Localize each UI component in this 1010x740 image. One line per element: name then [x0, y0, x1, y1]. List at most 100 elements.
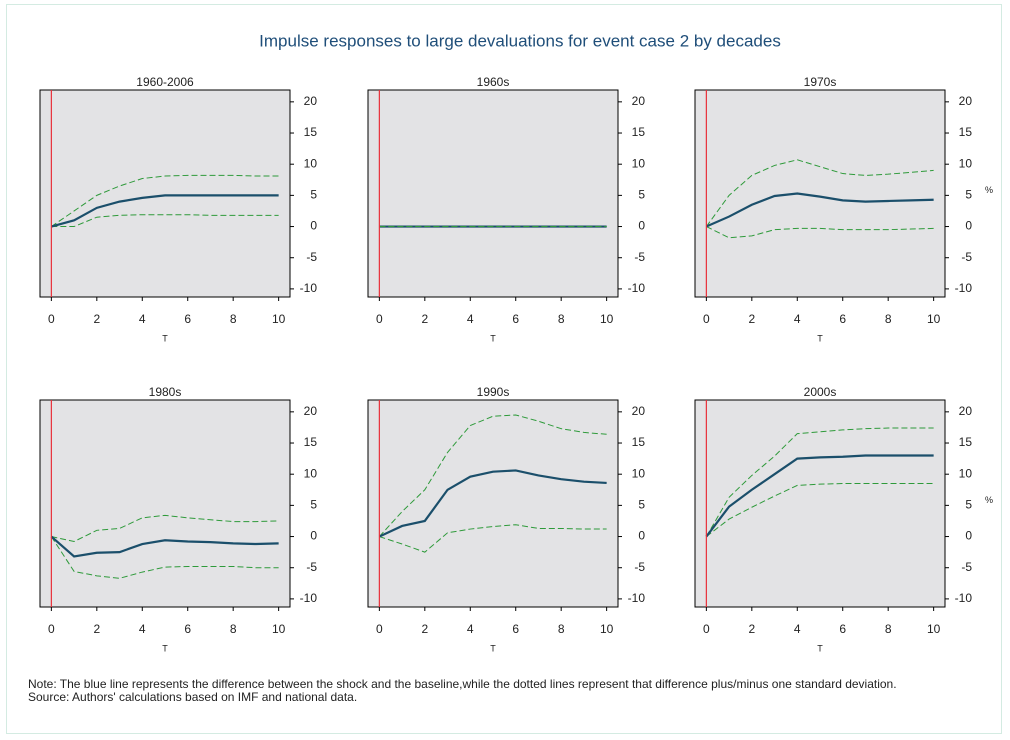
x-tick-label: 2 — [421, 622, 428, 636]
plot-area — [367, 399, 619, 608]
x-tick-label: 10 — [927, 622, 941, 636]
x-tick-label: 0 — [48, 312, 55, 326]
x-tick-label: 6 — [512, 622, 519, 636]
y-tick-label: -10 — [628, 591, 646, 605]
y-tick-label: 20 — [632, 94, 646, 108]
note: Note: The blue line represents the diffe… — [28, 677, 897, 691]
y-tick-label: 5 — [310, 498, 317, 512]
x-tick-label: 4 — [467, 622, 474, 636]
y-tick-label: -5 — [306, 250, 317, 264]
x-tick-label: 2 — [421, 312, 428, 326]
y-tick-label: -10 — [300, 281, 318, 295]
y-tick-label: 15 — [959, 435, 973, 449]
x-tick-label: 4 — [794, 622, 801, 636]
y-tick-label: 20 — [959, 94, 973, 108]
y-tick-label: -5 — [961, 250, 972, 264]
x-tick-label: 8 — [558, 622, 565, 636]
y-tick-label: 15 — [959, 125, 973, 139]
source: Source: Authors' calculations based on I… — [28, 690, 358, 704]
line-series — [705, 427, 934, 537]
line-series — [51, 214, 279, 228]
x-tick-label: 8 — [885, 312, 892, 326]
x-tick-label: 4 — [139, 312, 146, 326]
x-tick-label: 8 — [885, 622, 892, 636]
y-tick-label: 10 — [304, 466, 318, 480]
y-tick-label: -10 — [955, 591, 973, 605]
x-tick-label: 10 — [600, 622, 614, 636]
line-series — [706, 483, 934, 537]
x-tick-label: 6 — [184, 622, 191, 636]
y-tick-label: 5 — [638, 188, 645, 202]
x-axis-label: T — [490, 333, 496, 343]
line-series — [379, 524, 607, 553]
y-tick-label: 20 — [304, 94, 318, 108]
line-series — [50, 536, 279, 579]
x-tick-label: 8 — [230, 312, 237, 326]
line-series — [378, 469, 607, 538]
x-tick-label: 2 — [93, 622, 100, 636]
x-axis-label: T — [162, 643, 168, 653]
y-tick-label: 15 — [304, 125, 318, 139]
x-tick-label: 2 — [748, 622, 755, 636]
x-tick-label: 10 — [927, 312, 941, 326]
x-tick-label: 0 — [703, 622, 710, 636]
y-tick-label: -5 — [961, 560, 972, 574]
x-tick-label: 4 — [794, 312, 801, 326]
y-tick-label: -10 — [955, 281, 973, 295]
frame — [6, 4, 1002, 734]
y-tick-label: 5 — [310, 188, 317, 202]
y-tick-label: 0 — [638, 219, 645, 233]
x-tick-label: 2 — [748, 312, 755, 326]
x-tick-label: 6 — [839, 312, 846, 326]
y-tick-label: 10 — [632, 466, 646, 480]
y-tick-label: 0 — [965, 529, 972, 543]
y-tick-label: 20 — [959, 404, 973, 418]
x-axis-label: T — [817, 333, 823, 343]
x-tick-label: 0 — [48, 622, 55, 636]
plot-area — [39, 89, 291, 298]
panel-title: 2000s — [804, 385, 837, 399]
panel-title: 1960-2006 — [136, 75, 194, 89]
notes: Note: The blue line represents the diffe… — [28, 678, 998, 704]
x-tick-label: 10 — [600, 312, 614, 326]
line-series — [51, 174, 279, 227]
y-axis-label: % — [985, 495, 993, 505]
y-tick-label: -10 — [628, 281, 646, 295]
plot-area — [694, 399, 946, 608]
y-tick-label: 5 — [965, 498, 972, 512]
y-tick-label: 5 — [965, 188, 972, 202]
y-tick-label: 10 — [304, 156, 318, 170]
plot-area — [367, 89, 619, 298]
y-tick-label: 5 — [638, 498, 645, 512]
y-tick-label: -5 — [306, 560, 317, 574]
line-series — [705, 454, 934, 538]
line-series — [51, 194, 279, 228]
panel-title: 1960s — [477, 75, 510, 89]
y-tick-label: 20 — [304, 404, 318, 418]
x-tick-label: 4 — [139, 622, 146, 636]
plot-area — [39, 399, 291, 608]
chart-title: Impulse responses to large devaluations … — [259, 31, 781, 50]
panel-title: 1970s — [804, 75, 837, 89]
y-tick-label: 0 — [310, 219, 317, 233]
y-tick-label: 15 — [632, 125, 646, 139]
x-tick-label: 6 — [512, 312, 519, 326]
x-tick-label: 0 — [376, 622, 383, 636]
y-tick-label: 0 — [310, 529, 317, 543]
line-series — [705, 159, 934, 227]
panel-title: 1990s — [477, 385, 510, 399]
y-tick-label: 10 — [632, 156, 646, 170]
line-series — [706, 226, 934, 239]
plot-area — [694, 89, 946, 298]
y-tick-label: 10 — [959, 156, 973, 170]
line-series — [705, 192, 934, 228]
x-tick-label: 10 — [272, 622, 286, 636]
x-tick-label: 2 — [93, 312, 100, 326]
y-axis-label: % — [985, 185, 993, 195]
x-tick-label: 6 — [184, 312, 191, 326]
x-tick-label: 10 — [272, 312, 286, 326]
x-tick-label: 0 — [376, 312, 383, 326]
y-tick-label: 20 — [632, 404, 646, 418]
